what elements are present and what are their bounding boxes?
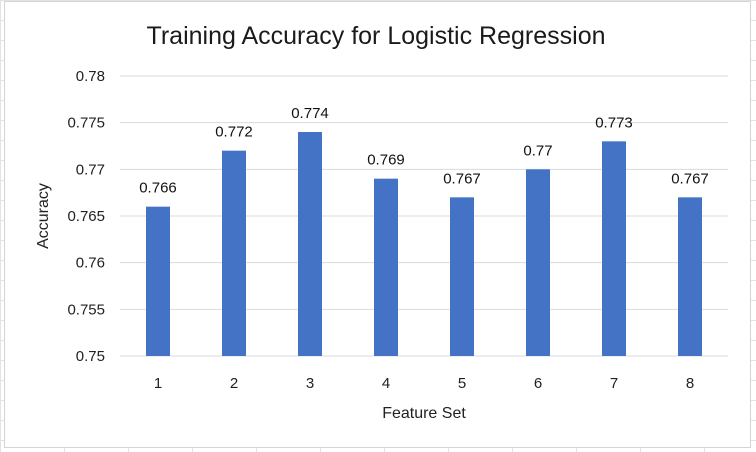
y-axis-label: Accuracy — [35, 183, 52, 249]
x-tick-label: 4 — [382, 375, 390, 392]
y-tick-label: 0.765 — [67, 208, 105, 225]
y-tick-label: 0.78 — [76, 68, 105, 85]
x-tick-label: 3 — [306, 375, 314, 392]
bar — [298, 132, 322, 356]
bar — [526, 169, 550, 356]
x-tick-label: 2 — [230, 375, 238, 392]
data-label: 0.773 — [595, 114, 633, 131]
y-tick-label: 0.775 — [67, 115, 105, 132]
x-tick-label: 6 — [534, 375, 542, 392]
gridlines — [120, 75, 728, 357]
bar — [602, 141, 626, 356]
data-labels: 0.766 0.772 0.774 0.769 0.767 0.77 0.773 0.767 — [139, 105, 709, 197]
x-axis-ticks: 1 2 3 4 5 6 7 8 — [154, 375, 694, 392]
y-axis-ticks: 0.75 0.755 0.76 0.765 0.77 0.775 0.78 — [67, 68, 105, 365]
x-tick-label: 5 — [458, 375, 466, 392]
bars — [146, 132, 702, 356]
data-label: 0.772 — [215, 124, 253, 141]
bar — [450, 197, 474, 356]
y-tick-label: 0.755 — [67, 301, 105, 318]
x-tick-label: 7 — [610, 375, 618, 392]
chart-title: Training Accuracy for Logistic Regressio… — [147, 22, 606, 50]
data-label: 0.766 — [139, 180, 177, 197]
data-label: 0.774 — [291, 105, 329, 122]
bar — [374, 178, 398, 356]
data-label: 0.767 — [671, 170, 709, 187]
y-tick-label: 0.77 — [76, 161, 105, 178]
data-label: 0.769 — [367, 152, 405, 169]
data-label: 0.77 — [523, 142, 552, 159]
bar — [146, 206, 170, 356]
x-axis-label: Feature Set — [382, 405, 466, 422]
y-tick-label: 0.75 — [76, 348, 105, 365]
data-label: 0.767 — [443, 170, 481, 187]
bar — [678, 197, 702, 356]
y-tick-label: 0.76 — [76, 255, 105, 272]
x-tick-label: 1 — [154, 375, 162, 392]
x-tick-label: 8 — [686, 375, 694, 392]
bar — [222, 150, 246, 356]
